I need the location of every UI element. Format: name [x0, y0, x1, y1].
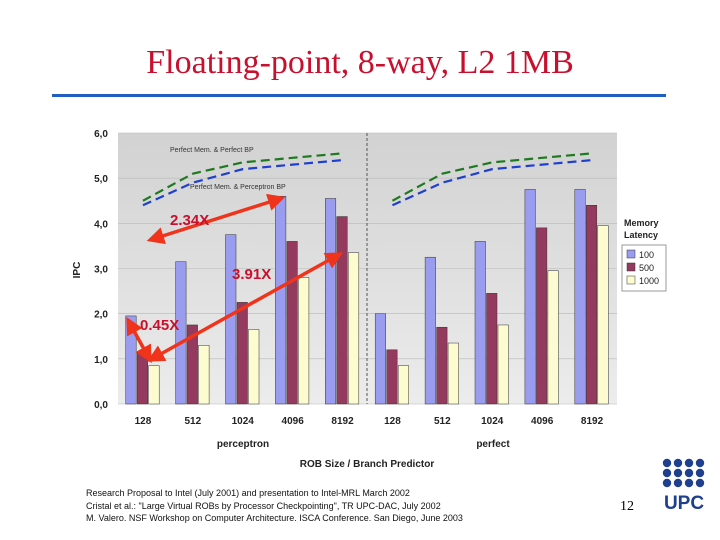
x-tick-label: 4096	[282, 416, 305, 427]
x-tick-labels: 128 512 1024 4096 8192 128 512 1024 4096 8192	[135, 416, 604, 427]
bar-500-0	[136, 351, 148, 405]
x-tick-label: 4096	[531, 416, 554, 427]
x-tick-label: 128	[384, 416, 401, 427]
bar-500-9	[586, 205, 598, 405]
bar-100-3	[275, 195, 287, 405]
annotation-0-45x: 0.45X	[140, 317, 179, 334]
upc-logo: UPC	[662, 458, 705, 513]
footer-line-1: Research Proposal to Intel (July 2001) a…	[86, 488, 410, 498]
bar-500-5	[386, 349, 398, 405]
legend-label-100: 100	[639, 250, 654, 260]
y-tick-label: 0,0	[94, 400, 108, 411]
bar-1000-5	[397, 365, 409, 405]
reference-line-1-perceptron	[142, 159, 343, 207]
y-tick-label: 2,0	[94, 310, 108, 321]
bar-1000-7	[497, 324, 509, 405]
bar-500-7	[486, 293, 498, 405]
legend-title-line1: Memory	[624, 218, 659, 228]
reference-line-1-perfect	[391, 159, 593, 207]
bar-100-6	[424, 256, 436, 405]
bar-100-5	[374, 313, 386, 405]
footer-line-3: M. Valero. NSF Workshop on Computer Arch…	[86, 513, 463, 523]
bar-1000-4	[348, 252, 360, 405]
bar-1000-0	[148, 365, 160, 405]
arrow-3-91x	[146, 252, 344, 362]
y-tick-label: 3,0	[94, 265, 108, 276]
y-axis-label: IPC	[72, 262, 83, 279]
footer-citation: Research Proposal to Intel (July 2001) a…	[86, 487, 463, 525]
group-label-perceptron: perceptron	[217, 439, 269, 450]
x-tick-label: 512	[185, 416, 202, 427]
bar-1000-1	[198, 345, 210, 405]
y-tick-label: 5,0	[94, 174, 108, 185]
y-tick-labels: 0,0 1,0 2,0 3,0 4,0 5,0 6,0	[94, 129, 108, 411]
page-number: 12	[620, 499, 634, 514]
reference-line-0-perfect	[391, 152, 593, 202]
upc-logo-dots	[662, 458, 705, 488]
legend-label-1000: 1000	[639, 276, 659, 286]
ref-label-perfect-bp: Perfect Mem. & Perfect BP	[170, 147, 254, 154]
bar-100-7	[474, 241, 486, 405]
x-tick-label: 8192	[331, 416, 354, 427]
annotation-3-91x: 3.91X	[232, 266, 271, 283]
ref-label-perceptron-bp: Perfect Mem. & Perceptron BP	[190, 184, 286, 191]
x-tick-label: 128	[135, 416, 152, 427]
legend-label-500: 500	[639, 263, 654, 273]
bar-500-6	[436, 326, 448, 405]
bar-100-9	[574, 189, 586, 405]
bar-500-3	[286, 241, 298, 405]
bar-1000-9	[597, 225, 609, 405]
y-tick-label: 6,0	[94, 129, 108, 140]
bar-100-8	[524, 189, 536, 405]
bar-100-2	[225, 234, 237, 405]
bar-1000-2	[248, 329, 260, 405]
bar-1000-8	[547, 270, 559, 405]
bar-1000-3	[298, 277, 310, 405]
x-tick-label: 1024	[481, 416, 504, 427]
x-tick-label: 1024	[232, 416, 255, 427]
bar-500-2	[236, 302, 248, 405]
y-tick-label: 1,0	[94, 355, 108, 366]
legend-swatch-100	[626, 249, 636, 259]
bar-1000-6	[447, 342, 459, 405]
title-divider	[52, 94, 666, 97]
bar-500-4	[336, 216, 348, 405]
y-tick-label: 4,0	[94, 219, 108, 230]
legend: Memory Latency 100 500 1000	[621, 218, 667, 292]
legend-swatch-500	[626, 262, 636, 272]
arrow-0-45x	[126, 316, 152, 364]
legend-title-line2: Latency	[624, 230, 658, 240]
x-axis-label: ROB Size / Branch Predictor	[300, 459, 435, 470]
group-label-perfect: perfect	[476, 439, 510, 450]
annotation-2-34x: 2.34X	[170, 212, 209, 229]
reference-lines	[142, 152, 593, 207]
x-tick-label: 512	[434, 416, 451, 427]
x-tick-label: 8192	[581, 416, 604, 427]
upc-logo-text: UPC	[664, 493, 704, 513]
annotation-arrows	[126, 193, 344, 364]
reference-line-0-perceptron	[142, 152, 343, 202]
arrow-2-34x	[146, 193, 286, 245]
legend-swatch-1000	[626, 275, 636, 285]
bar-500-8	[536, 227, 548, 405]
bar-100-4	[325, 198, 337, 405]
footer-line-2: Cristal et al.: "Large Virtual ROBs by P…	[86, 500, 441, 511]
slide-title: Floating-point, 8-way, L2 1MB	[146, 44, 574, 81]
